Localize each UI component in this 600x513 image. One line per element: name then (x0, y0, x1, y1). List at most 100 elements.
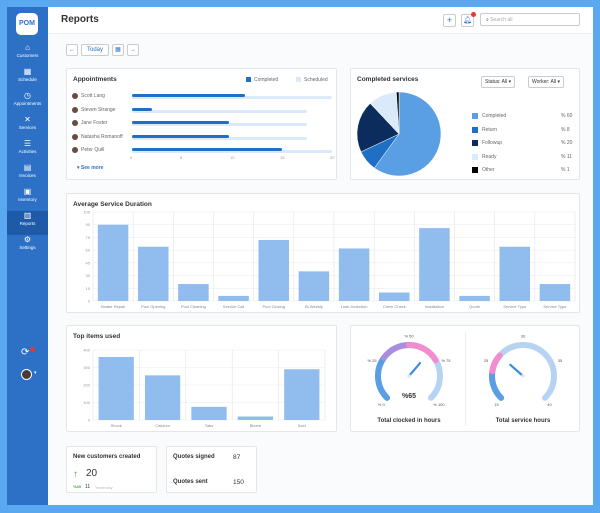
y-tick: 15 (86, 286, 91, 291)
completed-services-title: Completed services (357, 76, 419, 83)
x-tick: Acid (298, 423, 306, 428)
scheduled-bar (132, 123, 307, 126)
next-date-button[interactable]: → (127, 44, 139, 56)
x-tick: Shock (111, 423, 122, 428)
notifications-button[interactable]: 🔔︎ (461, 12, 476, 27)
bell-icon: 🔔︎ (463, 17, 472, 24)
legend-percent: % 8 (561, 126, 570, 133)
sidebar-item-settings[interactable]: ⚙ Settings (7, 235, 48, 259)
x-tick: Pool Cleaning (181, 304, 206, 309)
gauge-tick: 30 (521, 334, 526, 339)
sidebar-item-inventory[interactable]: ▣ Inventory (7, 187, 48, 211)
gauge-needle (509, 363, 525, 378)
previous-label: Yesterday (95, 485, 113, 490)
gauge-needle (407, 361, 422, 378)
chart-title: Average Service Duration (73, 201, 152, 208)
sidebar-item-services[interactable]: ✕ Services (7, 115, 48, 139)
header: Reports + 🔔︎ ⌕ Search all (48, 7, 593, 34)
legend-swatch (472, 167, 478, 173)
legend-label: Completed (482, 113, 507, 119)
x-tick: Pool Opening (141, 304, 165, 309)
sidebar-item-customers[interactable]: ⌂ Customers (7, 43, 48, 67)
gauge-segment (406, 342, 439, 364)
x-tick: Service Type (543, 304, 567, 309)
y-tick: 400 (83, 348, 90, 353)
see-more-link[interactable]: ▾ See more (77, 165, 104, 171)
gauge-tick: 25 (484, 358, 489, 363)
scheduled-bar (132, 136, 307, 140)
legend-percent: % 11 (561, 153, 573, 160)
x-tick: Bicarb (250, 423, 262, 428)
legend-label: Return (482, 126, 498, 133)
y-tick: 200 (83, 383, 90, 388)
sidebar-item-activities[interactable]: ☰ Activities (7, 139, 48, 163)
gauge-value: %65 (402, 393, 416, 400)
sidebar-item-schedule[interactable]: ▦ Schedule (7, 67, 48, 91)
chevron-down-icon[interactable]: ▾ (34, 370, 37, 376)
pie-chart (356, 91, 442, 177)
avatar[interactable] (21, 369, 32, 380)
gauge-tick: % 0 (378, 402, 386, 407)
gauge-tick: 35 (558, 358, 563, 363)
top-items-chart: 0 100 200 300 400 Shock Calcium Tabs Bicarb Acid (83, 348, 326, 428)
clock-icon: ◷ (24, 91, 31, 100)
sidebar-item-reports[interactable]: ▥ Reports (7, 211, 48, 235)
x-tick: 20 (330, 155, 335, 160)
change-percent: %45 (73, 484, 82, 489)
gauge-hub (407, 374, 411, 378)
top-items-card: Top items used 0 100 200 300 400 Shock Calcium… (66, 325, 337, 432)
sidebar-item-label: Reports (19, 221, 36, 226)
bar-service-type (539, 284, 571, 301)
gauge-tick: % 25 (367, 358, 377, 363)
bar-bicarb (237, 416, 274, 420)
new-customers-value: 20 (86, 468, 98, 479)
sidebar-item-label: Appointments (13, 101, 42, 106)
completed-bar (132, 148, 282, 151)
status-filter[interactable]: Status: All ▾ (481, 76, 516, 88)
bar-pool-cleaning (178, 284, 209, 301)
completed-bar (132, 121, 229, 124)
legend-scheduled: Scheduled (304, 77, 328, 83)
sync-badge (30, 347, 35, 352)
gauge-segment (489, 368, 505, 401)
gauge-tick: % 50 (404, 334, 414, 339)
sidebar-item-invoices[interactable]: ▤ Invoices (7, 163, 48, 187)
gauge-label: Total clocked in hours (377, 418, 441, 424)
x-tick: 0 (130, 155, 133, 160)
appointments-title: Appointments (73, 76, 117, 83)
person-name: Jane Foster (81, 120, 108, 126)
sync-icon[interactable]: ⟳ (21, 347, 35, 358)
y-tick: 60 (86, 248, 91, 253)
legend-swatch (472, 113, 478, 119)
legend-swatch-completed (246, 77, 251, 82)
add-button[interactable]: + (443, 14, 456, 27)
home-icon: ⌂ (25, 43, 30, 52)
sidebar-item-appointments[interactable]: ◷ Appointments (7, 91, 48, 115)
y-tick: 90 (86, 222, 91, 227)
legend-percent: % 20 (561, 140, 573, 146)
bar-tabs (191, 406, 227, 420)
y-tick: 105 (83, 210, 90, 215)
calendar-button[interactable]: ▦ (112, 44, 124, 56)
prev-date-button[interactable]: ← (66, 44, 78, 56)
worker-filter[interactable]: Worker: All ▾ (528, 76, 564, 88)
search-input[interactable]: ⌕ Search all (480, 13, 580, 26)
gauges-card: % 0 % 25 % 50 % 75 % 100 %65 Total clocked in … (350, 325, 580, 432)
legend-label: Followup (482, 140, 503, 146)
person-name: Scott Lang (81, 93, 105, 99)
x-tick: Installation (425, 304, 444, 309)
quotes-sent-value: 150 (233, 479, 244, 486)
legend-percent: % 1 (561, 167, 570, 173)
calendar-icon: ▦ (23, 67, 32, 76)
y-tick: 30 (86, 273, 91, 278)
invoice-icon: ▤ (23, 163, 32, 172)
quotes-sent-label: Quotes sent (173, 479, 208, 485)
arrow-left-icon: ← (69, 47, 75, 53)
quotes-signed-label: Quotes signed (173, 454, 215, 460)
x-tick: Chem Check (383, 304, 406, 309)
today-button[interactable]: Today (81, 44, 109, 56)
gauge-tick: % 75 (441, 358, 451, 363)
y-tick: 0 (88, 418, 91, 423)
bar-acid (284, 369, 320, 420)
gauge-segment (380, 342, 412, 361)
